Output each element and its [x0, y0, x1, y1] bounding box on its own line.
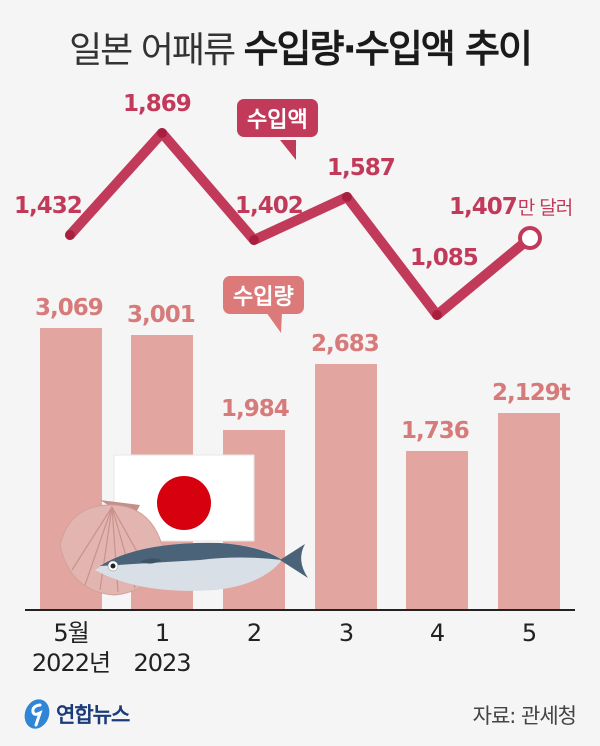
- amount-label-5-value: 1,407: [449, 194, 518, 220]
- x-tick-2-month: 2: [246, 619, 262, 647]
- point-1: [157, 128, 167, 138]
- illustration: [59, 454, 308, 596]
- amount-label-0: 1,432: [14, 193, 83, 219]
- x-tick-1-year: 2023: [133, 649, 191, 677]
- flag-red-disc: [157, 476, 211, 530]
- x-tick-4-month: 4: [429, 619, 445, 647]
- amount-bubble-tail: [280, 140, 296, 160]
- amount-unit: 만 달러: [517, 197, 573, 219]
- volume-label-5-value: 2,129: [492, 380, 561, 406]
- x-tick-3-month: 3: [338, 619, 354, 647]
- amount-label-5: 1,407만 달러: [449, 193, 573, 220]
- volume-legend-bubble: 수입량: [223, 276, 304, 314]
- volume-label-4: 1,736: [401, 418, 470, 444]
- title-light: 일본 어패류: [69, 30, 244, 71]
- x-tick-5: 5: [484, 618, 574, 648]
- bar-5: [498, 413, 560, 610]
- amount-label-4: 1,085: [410, 245, 479, 271]
- volume-label-5: 2,129t: [492, 380, 571, 406]
- amount-legend-bubble: 수입액: [237, 99, 318, 137]
- point-4: [432, 310, 442, 320]
- point-0: [65, 230, 75, 240]
- chart-title: 일본 어패류 수입량·수입액 추이: [0, 18, 600, 73]
- bar-3: [315, 364, 377, 610]
- volume-label-3: 2,683: [311, 331, 380, 357]
- x-tick-0-month: 5월: [53, 619, 89, 647]
- x-tick-0-year: 2022년: [31, 649, 111, 677]
- volume-label-0: 3,069: [35, 295, 104, 321]
- amount-label-1: 1,869: [123, 91, 192, 117]
- x-tick-1: 1 2023: [117, 618, 207, 678]
- point-3: [342, 192, 352, 202]
- amount-line: [65, 128, 542, 320]
- volume-label-2: 1,984: [221, 396, 290, 422]
- point-5-latest: [518, 226, 542, 250]
- volume-bubble-tail: [266, 312, 282, 333]
- volume-label-1: 3,001: [127, 302, 196, 328]
- amount-label-3: 1,587: [327, 155, 396, 181]
- x-tick-5-month: 5: [521, 619, 537, 647]
- yonhap-logo: 연합뉴스: [22, 697, 130, 731]
- x-tick-0: 5월 2022년: [26, 618, 116, 678]
- title-bold: 수입량·수입액 추이: [243, 27, 533, 71]
- logo-text: 연합뉴스: [56, 703, 130, 727]
- x-tick-4: 4: [392, 618, 482, 648]
- x-tick-3: 3: [301, 618, 391, 648]
- point-2: [249, 235, 259, 245]
- source-note: 자료: 관세청: [472, 704, 577, 728]
- volume-unit: t: [559, 380, 571, 406]
- x-tick-2: 2: [209, 618, 299, 648]
- mackerel-fish-icon: [95, 542, 308, 591]
- amount-label-2: 1,402: [235, 193, 304, 219]
- bar-4: [406, 451, 468, 610]
- yonhap-globe-icon: [24, 699, 50, 729]
- x-tick-1-month: 1: [154, 619, 170, 647]
